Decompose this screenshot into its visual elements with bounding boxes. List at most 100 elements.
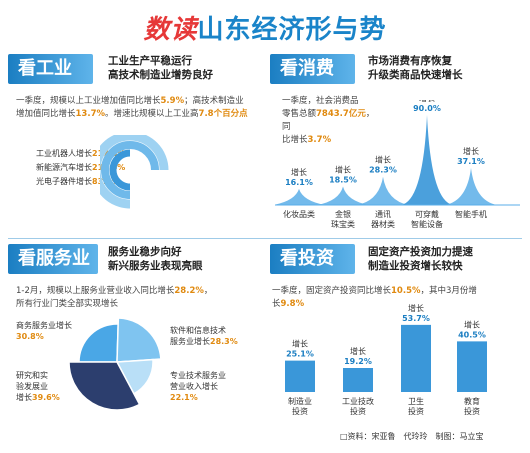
- pie-slice: [78, 323, 119, 363]
- services-heading: 看服务业: [8, 244, 98, 274]
- industry-subtitle-line-2: 高技术制造业增势良好: [108, 69, 213, 81]
- pie-label-text: 营业收入增长: [170, 382, 218, 391]
- industry-body-text: 个百分点: [213, 109, 248, 119]
- investment-body: 一季度，固定资产投资同比增长10.5%，其中3月份增长9.8%: [272, 285, 522, 311]
- peak-category-label: 智能手机: [455, 209, 487, 219]
- peak-value-label: 16.1%: [285, 178, 313, 187]
- investment-body-text: ，其中3月份增: [420, 286, 477, 296]
- pie-label-professional: 专业技术服务业 营业收入增长 22.1%: [170, 370, 260, 403]
- bar-label: 新能源汽车增长: [36, 163, 92, 172]
- industry-body: 一季度，规模以上工业增加值同比增长5.9%；高技术制造业增加值同比增长13.7%…: [16, 95, 252, 121]
- bar-growth-label: 增长: [292, 339, 308, 349]
- investment-body-text: 长: [272, 299, 281, 309]
- peak-category-label: 金银: [335, 209, 351, 219]
- peak-shape: [317, 186, 369, 205]
- industry-subtitle: 工业生产平稳运行 高技术制造业增势良好: [108, 54, 213, 82]
- consumption-peak-chart: 增长16.1%化妆品类增长18.5%金银珠宝类增长28.3%通讯器材类增长90.…: [275, 100, 520, 229]
- investment-subtitle: 固定资产投资加力提速 制造业投资增长较快: [368, 245, 473, 273]
- services-body-text: 所有行业门类全部实现增长: [16, 299, 119, 309]
- pie-slice: [68, 361, 141, 411]
- industry-radial-bars: [100, 135, 169, 209]
- industry-body-text: 一季度，规模以上工业增加值同比增长: [16, 96, 161, 106]
- peak-shape: [445, 167, 497, 205]
- pie-slice: [115, 358, 154, 395]
- industry-heading: 看工业: [8, 54, 93, 84]
- bar-category-label: 投资: [292, 406, 308, 416]
- pie-label-text: 专业技术服务业: [170, 371, 226, 380]
- pie-label-research: 研究和实 验发展业 增长39.6%: [16, 370, 76, 403]
- services-pie: [68, 317, 162, 411]
- bar-label: 工业机器人增长: [36, 149, 92, 158]
- peak-value-label: 37.1%: [457, 157, 485, 166]
- peak-category-label: 智能设备: [411, 219, 443, 229]
- services-subtitle: 服务业稳步向好 新兴服务业表现亮眼: [108, 245, 203, 273]
- pie-label-text: 研究和实: [16, 371, 48, 380]
- consumption-body-text: ，同: [282, 109, 375, 132]
- investment-value-1: 10.5%: [391, 286, 421, 296]
- pie-label-value: 30.8%: [16, 332, 44, 341]
- investment-bar: [343, 368, 373, 392]
- industry-body-text: 。增速比规模以上工业高: [105, 109, 199, 119]
- radial-bar-optoelectronic: [109, 149, 131, 191]
- consumption-heading: 看消费: [270, 54, 355, 84]
- bar-value-label: 19.2%: [344, 357, 372, 366]
- industry-value-3: 7.8: [198, 109, 214, 119]
- investment-body-text: 一季度，固定资产投资同比增长: [272, 286, 392, 296]
- industry-value-2: 13.7%: [75, 109, 106, 119]
- investment-bar-chart: 增长25.1%制造业投资增长19.2%工业技改投资增长53.7%卫生投资增长40…: [285, 303, 487, 416]
- bar-category-label: 投资: [408, 406, 424, 416]
- consumption-body-text: 比增长: [282, 135, 308, 145]
- consumption-value-1: 7843.7亿元: [316, 109, 366, 119]
- pie-label-value: 39.6%: [32, 393, 60, 402]
- services-body-text: 1-2月，规模以上服务业营业收入同比增长: [16, 286, 175, 296]
- investment-subtitle-line-2: 制造业投资增长较快: [368, 260, 463, 272]
- consumption-body: 一季度，社会消费品 零售总额7843.7亿元，同 比增长3.7%: [282, 95, 382, 147]
- peak-category-label: 可穿戴: [415, 209, 439, 219]
- banner-main-title: 山东经济形与势: [197, 15, 387, 45]
- services-body: 1-2月，规模以上服务业营业收入同比增长28.2%， 所有行业门类全部实现增长: [16, 285, 266, 311]
- bar-value-label: 25.1%: [286, 350, 314, 359]
- industry-value-1: 5.9%: [160, 96, 185, 106]
- bar-growth-label: 增长: [464, 319, 480, 329]
- investment-heading: 看投资: [270, 244, 355, 274]
- bar-label: 光电子器件增长: [36, 177, 92, 186]
- peak-category-label: 珠宝类: [331, 219, 355, 229]
- peak-growth-label: 增长: [335, 165, 351, 175]
- services-body-text: ，: [203, 286, 213, 296]
- bar-category-label: 工业技改: [342, 396, 374, 406]
- credit-line: □资料：宋亚鲁 代玲玲 制图：马立宝: [340, 432, 484, 441]
- bar-growth-label: 增长: [408, 303, 424, 313]
- pie-label-text: 验发展业: [16, 382, 48, 391]
- bar-value-label: 40.5%: [458, 330, 486, 339]
- peak-shape: [401, 115, 453, 205]
- pie-label-value: 22.1%: [170, 393, 198, 402]
- banner-prefix: 数读: [143, 15, 198, 45]
- peak-value-label: 28.3%: [369, 166, 397, 175]
- pie-label-software: 软件和信息技术 服务业增长28.3%: [170, 325, 260, 347]
- investment-value-2: 9.8%: [280, 299, 305, 309]
- peak-growth-label: 增长: [375, 155, 391, 165]
- radial-bar-robot: [100, 135, 169, 209]
- pie-label-business: 商务服务业增长 30.8%: [16, 320, 96, 342]
- consumption-body-text: 一季度，社会消费品: [282, 96, 359, 106]
- pie-label-text: 服务业增长: [170, 337, 210, 346]
- peak-category-label: 通讯: [375, 209, 391, 219]
- bar-category-label: 投资: [464, 406, 480, 416]
- services-value: 28.2%: [174, 286, 204, 296]
- peak-category-label: 器材类: [371, 219, 395, 229]
- pie-label-text: 软件和信息技术: [170, 326, 226, 335]
- consumption-body-text: 零售总额: [282, 109, 317, 119]
- bar-category-label: 投资: [350, 406, 366, 416]
- consumption-subtitle: 市场消费有序恢复 升级类商品快速增长: [368, 54, 463, 82]
- investment-bar: [285, 360, 315, 392]
- peak-growth-label: 增长: [291, 167, 307, 177]
